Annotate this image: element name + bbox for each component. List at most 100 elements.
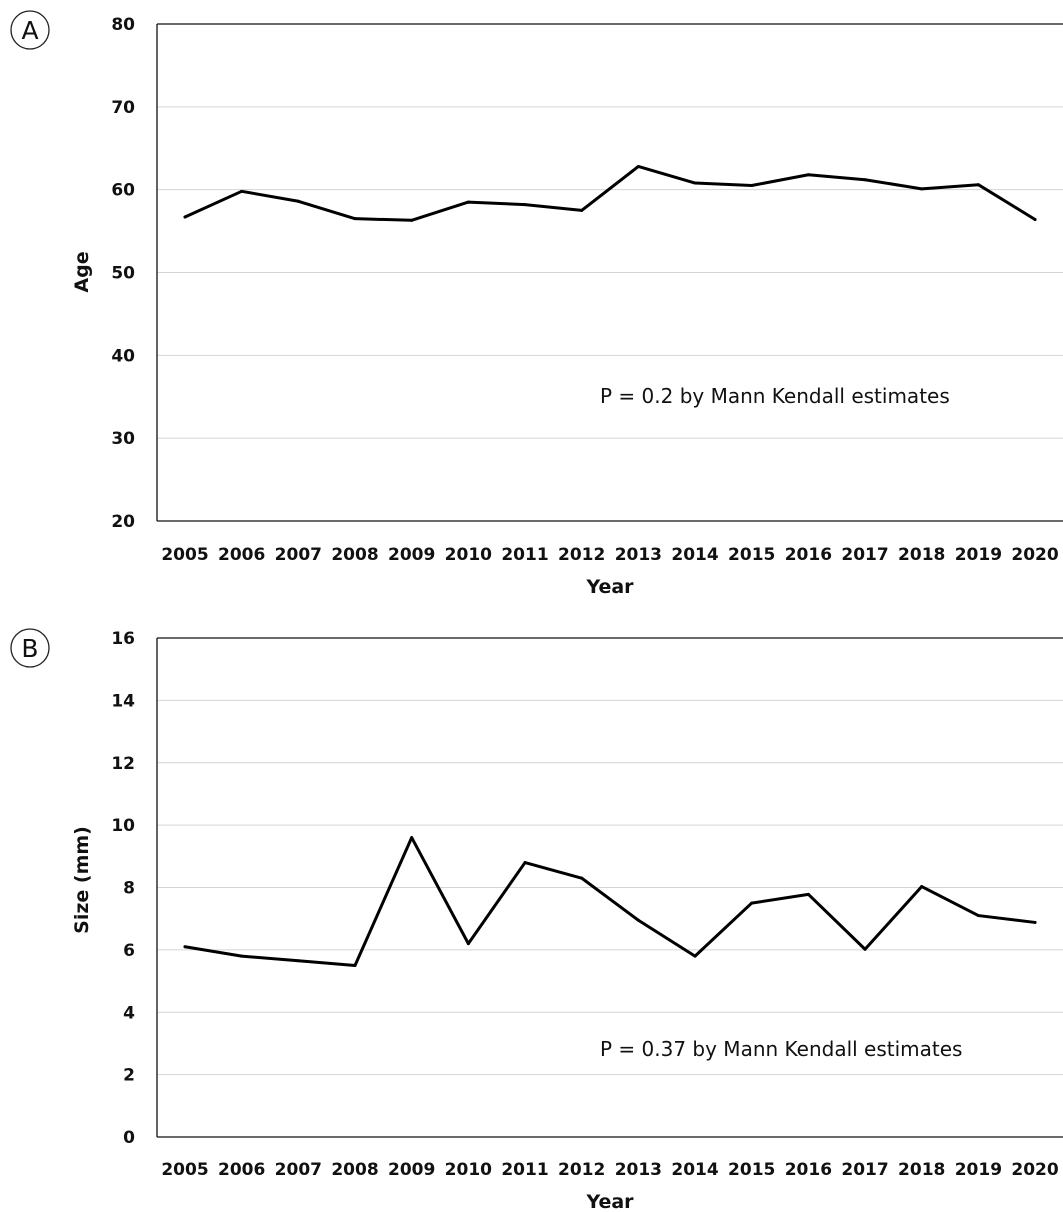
axes-layer [156, 637, 1063, 1138]
y-tick-label: 2 [123, 1066, 135, 1086]
y-tick-label: 80 [111, 15, 135, 35]
data-point [920, 885, 924, 889]
y-tick-label: 4 [123, 1003, 135, 1023]
x-tick-label: 2014 [671, 1160, 718, 1180]
x-tick-label: 2015 [728, 545, 775, 565]
x-tick-label: 2017 [841, 1160, 888, 1180]
x-tick-label: 2018 [898, 1160, 945, 1180]
x-tick-label: 2014 [671, 545, 718, 565]
x-tick-label: 2020 [1011, 1160, 1058, 1180]
data-point [296, 959, 300, 963]
p-value-annotation: P = 0.2 by Mann Kendall estimates [600, 384, 950, 408]
data-point [466, 942, 470, 946]
x-tick-label: 2006 [218, 545, 265, 565]
x-tick-label: 2009 [388, 545, 435, 565]
data-point [353, 217, 357, 221]
p-value-annotation: P = 0.37 by Mann Kendall estimates [600, 1037, 962, 1061]
x-tick-label: 2020 [1011, 545, 1058, 565]
x-tick-label: 2019 [955, 1160, 1002, 1180]
series-line [183, 836, 1037, 967]
y-tick-label: 12 [111, 754, 135, 774]
x-tick-label: 2011 [501, 545, 548, 565]
y-tick-label: 8 [123, 879, 135, 899]
data-point [580, 876, 584, 880]
data-point [863, 947, 867, 951]
data-point [580, 208, 584, 212]
data-point [636, 164, 640, 168]
data-point [183, 945, 187, 949]
data-point [750, 901, 754, 905]
x-tick-label: 2007 [275, 545, 322, 565]
data-point [523, 861, 527, 865]
x-tick-label: 2008 [331, 1160, 378, 1180]
panel-label: B [21, 634, 38, 663]
y-tick-label: 60 [111, 181, 135, 201]
y-tick-label: 40 [111, 346, 135, 366]
y-tick-labels: 20 30 40 50 60 70 80 [111, 15, 135, 532]
x-tick-label: 2017 [841, 545, 888, 565]
x-tick-label: 2012 [558, 1160, 605, 1180]
data-point [1033, 920, 1037, 924]
x-tick-label: 2015 [728, 1160, 775, 1180]
x-tick-label: 2019 [955, 545, 1002, 565]
y-tick-label: 20 [111, 512, 135, 532]
y-tick-label: 16 [111, 629, 135, 649]
x-tick-label: 2018 [898, 545, 945, 565]
y-tick-label: 50 [111, 264, 135, 284]
axes-layer [156, 23, 1063, 522]
x-tick-label: 2005 [161, 1160, 208, 1180]
data-point [353, 963, 357, 967]
y-tick-label: 70 [111, 98, 135, 118]
grid-layer [157, 637, 1063, 1076]
data-point [976, 914, 980, 918]
x-tick-label: 2010 [445, 1160, 492, 1180]
data-point [750, 184, 754, 188]
data-point [296, 199, 300, 203]
y-tick-label: 6 [123, 941, 135, 961]
data-point [240, 954, 244, 958]
panel-label-circle [10, 10, 50, 50]
grid-layer [157, 23, 1063, 439]
y-tick-label: 30 [111, 429, 135, 449]
panel-a: A 20 30 40 50 60 70 80 2005 2006 2007 2008 2009 201… [10, 10, 1063, 598]
data-point [240, 189, 244, 193]
data-point [693, 181, 697, 185]
x-tick-labels: 2005 2006 2007 2008 2009 2010 2011 2012 2013 2014… [161, 545, 1059, 565]
x-tick-label: 2006 [218, 1160, 265, 1180]
x-tick-label: 2010 [445, 545, 492, 565]
x-tick-labels: 2005 2006 2007 2008 2009 2010 2011 2012 2013 2014… [161, 1160, 1059, 1180]
y-tick-label: 0 [123, 1128, 135, 1148]
series-layer [183, 164, 1037, 222]
x-tick-label: 2011 [501, 1160, 548, 1180]
y-axis-title: Size (mm) [71, 826, 93, 934]
x-axis-title: Year [585, 1191, 634, 1212]
y-tick-label: 14 [111, 691, 135, 711]
data-point [183, 215, 187, 219]
panel-label-circle [10, 628, 50, 668]
data-point [920, 187, 924, 191]
data-point [863, 178, 867, 182]
x-axis-title: Year [585, 576, 634, 598]
series-layer [183, 836, 1037, 967]
data-point [523, 203, 527, 207]
y-tick-labels: 0 2 4 6 8 10 12 14 16 [111, 629, 135, 1148]
y-axis-title: Age [71, 251, 93, 292]
data-point [410, 836, 414, 840]
data-point [636, 918, 640, 922]
x-tick-label: 2008 [331, 545, 378, 565]
data-point [410, 218, 414, 222]
data-point [466, 200, 470, 204]
series-line [183, 164, 1037, 222]
panel-b: B 0 2 4 6 8 10 12 14 16 2005 2006 2007 2008 2009 2010… [10, 628, 1063, 1212]
x-tick-label: 2016 [785, 545, 832, 565]
data-point [806, 892, 810, 896]
x-tick-label: 2005 [161, 545, 208, 565]
data-point [806, 173, 810, 177]
data-point [693, 954, 697, 958]
data-point [1033, 217, 1037, 221]
x-tick-label: 2012 [558, 545, 605, 565]
x-tick-label: 2016 [785, 1160, 832, 1180]
x-tick-label: 2013 [615, 545, 662, 565]
panel-label: A [21, 16, 38, 45]
x-tick-label: 2009 [388, 1160, 435, 1180]
